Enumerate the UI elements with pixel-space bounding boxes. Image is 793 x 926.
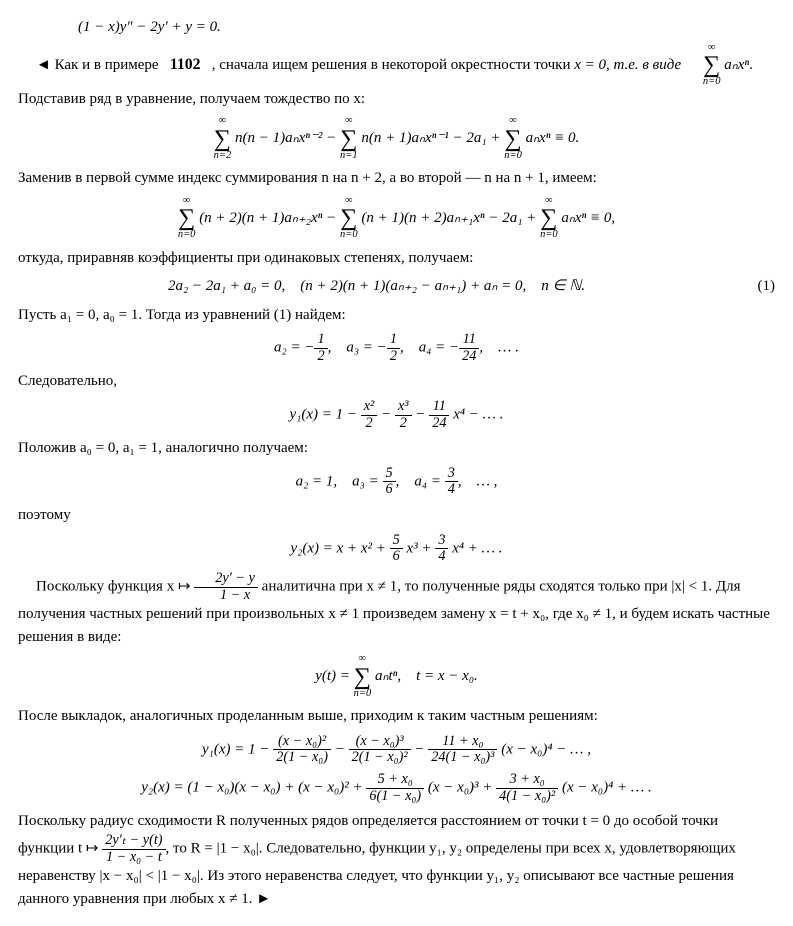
para-9: Поскольку функция x ↦ 2y′ − y1 − x анали… xyxy=(18,571,775,648)
eq-3: 2a₂ − 2a₁ + a₀ = 0, (n + 2)(n + 1)(aₙ₊₂ … xyxy=(18,275,735,298)
eq-8: y(t) = ∞∑n=0 aₙtⁿ, t = x − x₀. xyxy=(18,654,775,699)
eq-10: y₂(x) = (1 − x₀)(x − x₀) + (x − x₀)² + 5… xyxy=(18,772,775,804)
para-10: После выкладок, аналогичных проделанным … xyxy=(18,705,775,728)
eq-7: y₂(x) = x + x² + 56 x³ + 34 x⁴ + … . xyxy=(18,533,775,565)
para-11: Поскольку радиус сходимости R полученных… xyxy=(18,810,775,910)
para-7: Положив a₀ = 0, a₁ = 1, аналогично получ… xyxy=(18,437,775,460)
eq-4: a₂ = −12, a₃ = −12, a₄ = −1124, … . xyxy=(18,332,775,364)
eq-6: a₂ = 1, a₃ = 56, a₄ = 34, … , xyxy=(18,466,775,498)
example-ref: 1102 xyxy=(170,55,201,72)
sum-inline: ∞∑n=0 xyxy=(685,43,721,88)
para-3: Заменив в первой сумме индекс суммирован… xyxy=(18,167,775,190)
eq-3-num: (1) xyxy=(735,275,775,298)
para-6: Следовательно, xyxy=(18,370,775,393)
para-1: ◄ Как и в примере 1102 , сначала ищем ре… xyxy=(18,43,775,111)
eq-5: y₁(x) = 1 − x²2 − x³2 − 1124 x⁴ − … . xyxy=(18,399,775,431)
para-8: поэтому xyxy=(18,504,775,527)
eq-1: ∞∑n=2 n(n − 1)aₙxⁿ⁻² − ∞∑n=1 n(n + 1)aₙx… xyxy=(18,116,775,161)
para-5: Пусть a₁ = 0, a₀ = 1. Тогда из уравнений… xyxy=(18,304,775,327)
eq-9: y₁(x) = 1 − (x − x₀)²2(1 − x₀) − (x − x₀… xyxy=(18,734,775,766)
eq-3-row: 2a₂ − 2a₁ + a₀ = 0, (n + 2)(n + 1)(aₙ₊₂ … xyxy=(18,275,775,298)
para-4: откуда, приравняв коэффициенты при одина… xyxy=(18,247,775,270)
eq-main: (1 − x)y″ − 2y′ + y = 0. xyxy=(18,16,775,39)
eq-2: ∞∑n=0 (n + 2)(n + 1)aₙ₊₂xⁿ − ∞∑n=0 (n + … xyxy=(18,196,775,241)
